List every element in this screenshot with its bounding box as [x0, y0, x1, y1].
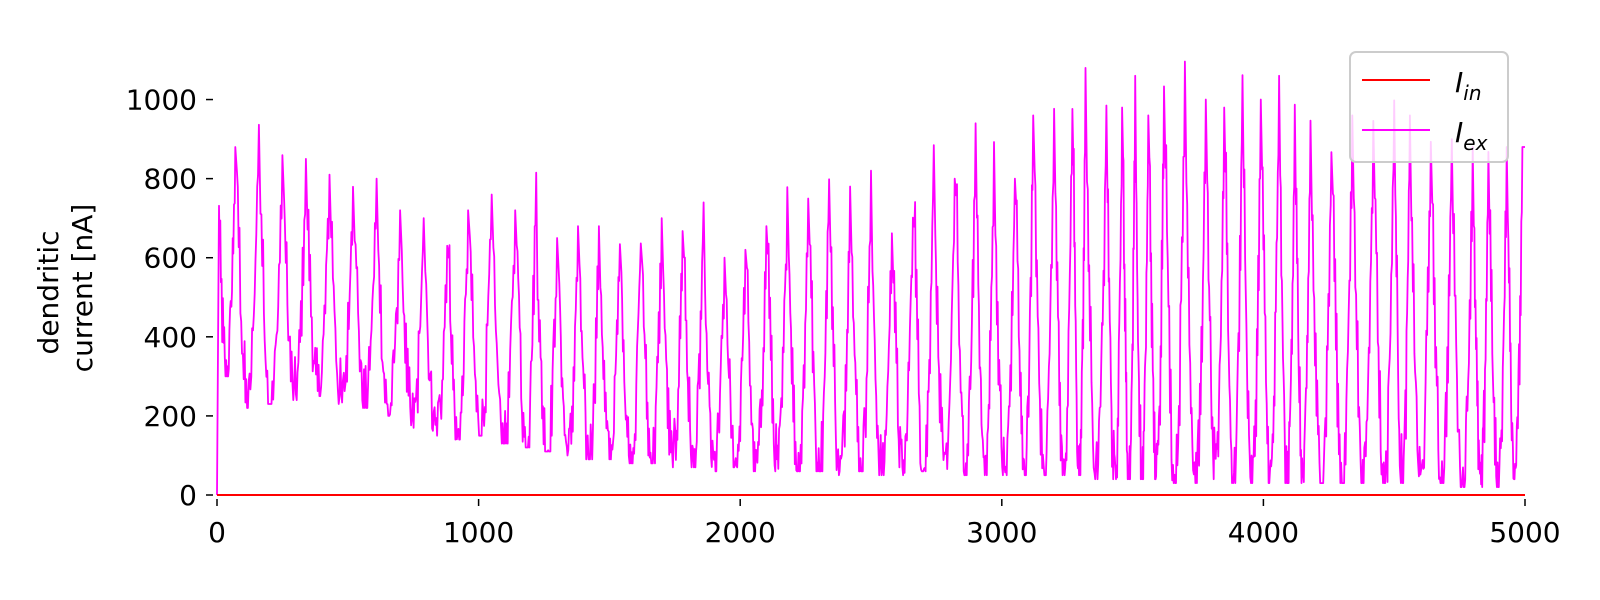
- y-axis-label-line-2: current [nA]: [66, 204, 99, 373]
- x-tick-label: 2000: [705, 516, 776, 549]
- x-tick-label: 5000: [1489, 516, 1560, 549]
- y-tick-label: 200: [144, 400, 197, 433]
- x-tick-label: 1000: [443, 516, 514, 549]
- legend-label-in: Iin: [1455, 66, 1482, 105]
- y-tick-label: 600: [144, 242, 197, 275]
- y-axis-ticks: 0 200 400 600 800 1000: [126, 84, 213, 512]
- y-axis-label: dendritic current [nA]: [32, 204, 99, 373]
- x-tick-label: 4000: [1228, 516, 1299, 549]
- series-line-ex: [216, 60, 1525, 496]
- y-tick-label: 400: [144, 321, 197, 354]
- x-tick-label: 3000: [966, 516, 1037, 549]
- y-axis-label-line-1: dendritic: [32, 230, 65, 354]
- y-tick-label: 1000: [126, 84, 197, 117]
- legend-label-ex: Iex: [1455, 116, 1488, 155]
- plot-area: [216, 60, 1525, 496]
- x-tick-label: 0: [208, 516, 226, 549]
- legend: Iin Iex: [1349, 51, 1509, 163]
- y-tick-label: 0: [179, 479, 197, 512]
- x-axis-ticks: 0 1000 2000 3000 4000 5000: [208, 499, 1561, 549]
- y-tick-label: 800: [144, 163, 197, 196]
